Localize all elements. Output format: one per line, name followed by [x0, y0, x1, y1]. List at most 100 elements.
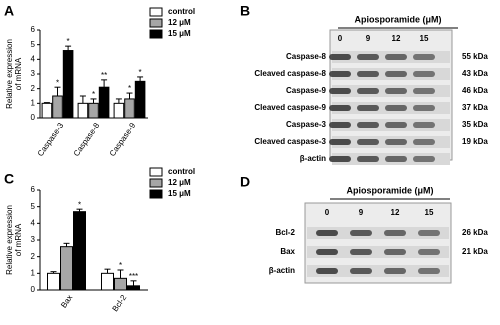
band — [357, 71, 379, 77]
band — [329, 122, 351, 128]
error-bar — [54, 86, 61, 96]
band — [413, 139, 435, 145]
lane-label: 15 — [420, 34, 429, 43]
bar — [134, 80, 146, 119]
error-bar — [90, 98, 97, 104]
significance: ** — [101, 71, 107, 80]
band — [329, 139, 351, 145]
band — [384, 268, 406, 274]
row-label: Bcl-2 — [275, 228, 295, 237]
band — [413, 105, 435, 111]
bar — [60, 246, 73, 291]
error-bar — [43, 102, 50, 104]
band — [329, 71, 351, 77]
band — [385, 71, 407, 77]
error-bar — [117, 269, 124, 279]
band — [357, 88, 379, 94]
y-tick-label: 4 — [31, 218, 36, 227]
significance: * — [67, 37, 70, 46]
error-bar — [115, 98, 122, 104]
row-label: Cleaved caspase-8 — [254, 69, 326, 78]
y-tick-label: 6 — [31, 25, 36, 34]
error-bar — [79, 95, 86, 104]
error-bar — [137, 76, 144, 82]
lane-label: 9 — [359, 208, 364, 217]
band — [357, 105, 379, 111]
lane-label: 9 — [366, 34, 371, 43]
band — [316, 249, 338, 255]
lane-strip — [307, 265, 449, 277]
band — [418, 268, 440, 274]
error-bar — [50, 271, 57, 274]
legend-swatch — [149, 7, 163, 17]
x-tick-label: Caspase-9 — [108, 121, 138, 158]
x-tick-label: Bcl-2 — [111, 293, 129, 314]
size-label: 35 kDa — [462, 120, 488, 129]
y-axis-label: Relative expression — [5, 205, 14, 275]
lane-label: 15 — [425, 208, 434, 217]
row-label: Cleaved caspase-3 — [254, 137, 326, 146]
row-label: Caspase-3 — [286, 120, 327, 129]
band — [413, 122, 435, 128]
band — [413, 54, 435, 60]
band — [329, 156, 351, 162]
significance: *** — [129, 272, 138, 281]
band — [350, 249, 372, 255]
band — [385, 105, 407, 111]
row-label: Caspase-8 — [286, 52, 327, 61]
row-label: Bax — [280, 247, 295, 256]
band — [418, 249, 440, 255]
bar — [127, 285, 140, 291]
band — [357, 139, 379, 145]
significance: * — [56, 78, 59, 87]
legend-label: 12 μM — [168, 178, 191, 187]
bar — [52, 95, 63, 119]
x-tick-label: Caspase-8 — [72, 121, 102, 158]
bar — [88, 102, 99, 119]
band — [357, 54, 379, 60]
size-label: 46 kDa — [462, 86, 488, 95]
y-tick-label: 3 — [31, 69, 36, 78]
band — [413, 156, 435, 162]
panel-letter: A — [4, 3, 14, 19]
y-axis-label: of mRNA — [14, 57, 23, 90]
error-bar — [63, 242, 70, 247]
error-bar — [76, 208, 83, 212]
significance: * — [139, 68, 142, 77]
y-tick-label: 1 — [31, 98, 36, 107]
size-label: 37 kDa — [462, 103, 488, 112]
size-label: 19 kDa — [462, 137, 488, 146]
legend-label: control — [168, 7, 195, 16]
panel-letter: D — [240, 174, 250, 190]
lane-strip — [307, 227, 449, 239]
legend-swatch — [149, 29, 163, 39]
error-bar — [101, 79, 108, 88]
band — [350, 230, 372, 236]
y-axis-label: of mRNA — [14, 223, 23, 256]
x-tick-label: Caspase-3 — [36, 121, 66, 158]
band — [357, 122, 379, 128]
y-tick-label: 3 — [31, 235, 36, 244]
significance: * — [128, 84, 131, 93]
legend-swatch — [149, 167, 163, 177]
bar — [77, 102, 89, 119]
band — [384, 249, 406, 255]
band — [316, 230, 338, 236]
blot-title: Apiosporamide (μM) — [354, 14, 441, 24]
y-tick-label: 0 — [31, 285, 36, 294]
lane-strip — [307, 246, 449, 258]
size-label: 55 kDa — [462, 52, 488, 61]
y-tick-label: 1 — [31, 268, 36, 277]
band — [329, 88, 351, 94]
size-label: 26 kDa — [462, 228, 488, 237]
bar — [47, 272, 60, 291]
bar — [101, 272, 114, 291]
bar — [113, 102, 125, 119]
error-bar — [65, 45, 72, 51]
y-tick-label: 0 — [31, 113, 36, 122]
size-label: 21 kDa — [462, 247, 488, 256]
row-label: Cleaved caspase-9 — [254, 103, 326, 112]
band — [357, 156, 379, 162]
y-axis-label: Relative expression — [5, 39, 14, 109]
